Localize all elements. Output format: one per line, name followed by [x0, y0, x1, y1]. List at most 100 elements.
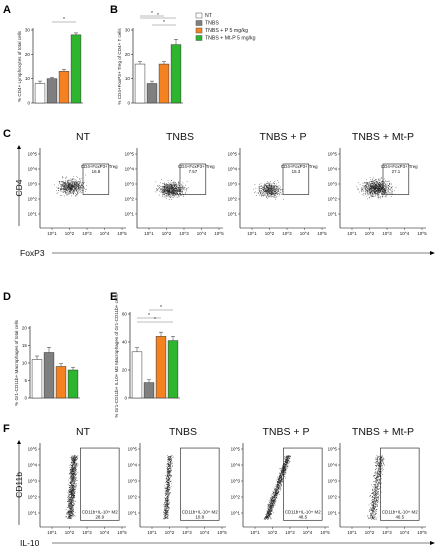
event-dot [75, 183, 76, 185]
event-dot [70, 490, 72, 491]
event-dot [381, 187, 383, 188]
event-dot [165, 189, 166, 191]
event-dot [270, 193, 271, 194]
event-dot [164, 182, 165, 184]
event-dot [74, 195, 76, 197]
event-dot [71, 496, 72, 497]
event-dot [361, 194, 363, 196]
event-dot [374, 189, 375, 191]
event-dot [377, 187, 379, 188]
event-dot [72, 184, 73, 186]
event-dot [73, 495, 74, 496]
event-dot [372, 185, 374, 186]
event-dot [379, 182, 380, 183]
event-dot [64, 191, 66, 193]
event-dot [74, 497, 75, 498]
event-dot [272, 192, 273, 193]
gate-label: CD11b+IL-10+ M2 [182, 509, 218, 514]
event-dot [75, 457, 77, 459]
event-dot [69, 482, 71, 483]
event-dot [169, 190, 171, 192]
event-dot [76, 470, 77, 472]
event-dot [165, 518, 167, 520]
event-dot [174, 188, 175, 190]
event-dot [379, 194, 380, 196]
event-dot [382, 181, 383, 182]
event-dot [74, 185, 76, 186]
event-dot [392, 189, 393, 191]
event-dot [372, 180, 374, 182]
event-dot [164, 196, 166, 198]
event-dot [260, 194, 262, 196]
event-dot [387, 193, 389, 194]
flow-y-tick-label: 10^3 [328, 181, 338, 186]
event-dot [262, 189, 264, 190]
event-dot [170, 462, 171, 464]
event-dot [63, 186, 65, 187]
event-dot [167, 500, 169, 502]
event-dot [167, 193, 169, 194]
event-dot [62, 191, 64, 193]
event-dot [69, 186, 70, 188]
event-dot [168, 466, 169, 467]
event-dot [77, 472, 79, 474]
event-dot [268, 192, 270, 194]
event-dot [370, 187, 372, 189]
event-dot [167, 190, 169, 192]
event-dot [159, 187, 160, 189]
event-dot [157, 189, 158, 190]
bar [143, 382, 155, 399]
event-dot [372, 178, 373, 180]
event-dot [166, 511, 167, 512]
event-dot [381, 188, 383, 190]
event-dot [68, 514, 70, 515]
event-dot [67, 517, 69, 519]
event-dot [166, 474, 168, 476]
event-dot [161, 179, 163, 180]
event-dot [168, 495, 170, 496]
event-dot [374, 193, 376, 195]
y-axis-title: % Gr1-CD11b+ Macrophages of total cells [14, 319, 19, 406]
event-dot [163, 191, 164, 193]
event-dot [68, 505, 70, 507]
event-dot [162, 186, 164, 188]
event-dot [379, 185, 381, 187]
event-dot [183, 194, 184, 196]
event-dot [65, 190, 67, 192]
event-dot [69, 513, 71, 514]
event-dot [364, 185, 365, 187]
event-dot [76, 464, 78, 466]
event-dot [72, 515, 74, 516]
event-dot [72, 188, 74, 189]
event-dot [72, 514, 74, 515]
event-dot [167, 473, 169, 475]
event-dot [274, 194, 276, 196]
event-dot [165, 189, 167, 190]
event-dot [371, 186, 373, 187]
event-dot [76, 180, 78, 181]
event-dot [375, 187, 377, 188]
event-dot [165, 487, 167, 489]
event-dot [68, 511, 70, 512]
event-dot [385, 190, 387, 192]
event-dot [269, 187, 270, 189]
event-dot [384, 192, 386, 193]
event-dot [165, 512, 167, 513]
event-dot [371, 195, 372, 196]
event-dot [75, 465, 76, 466]
legend-swatch [195, 35, 203, 41]
event-dot [179, 189, 180, 190]
event-dot [272, 193, 274, 194]
event-dot [182, 184, 184, 186]
event-dot [71, 473, 73, 474]
event-dot [165, 478, 167, 479]
event-dot [67, 501, 69, 502]
event-dot [378, 186, 380, 187]
event-dot [168, 502, 169, 504]
event-dot [186, 188, 188, 189]
event-dot [370, 188, 371, 189]
event-dot [168, 507, 170, 509]
event-dot [168, 497, 170, 499]
event-dot [172, 185, 173, 187]
event-dot [367, 192, 369, 194]
